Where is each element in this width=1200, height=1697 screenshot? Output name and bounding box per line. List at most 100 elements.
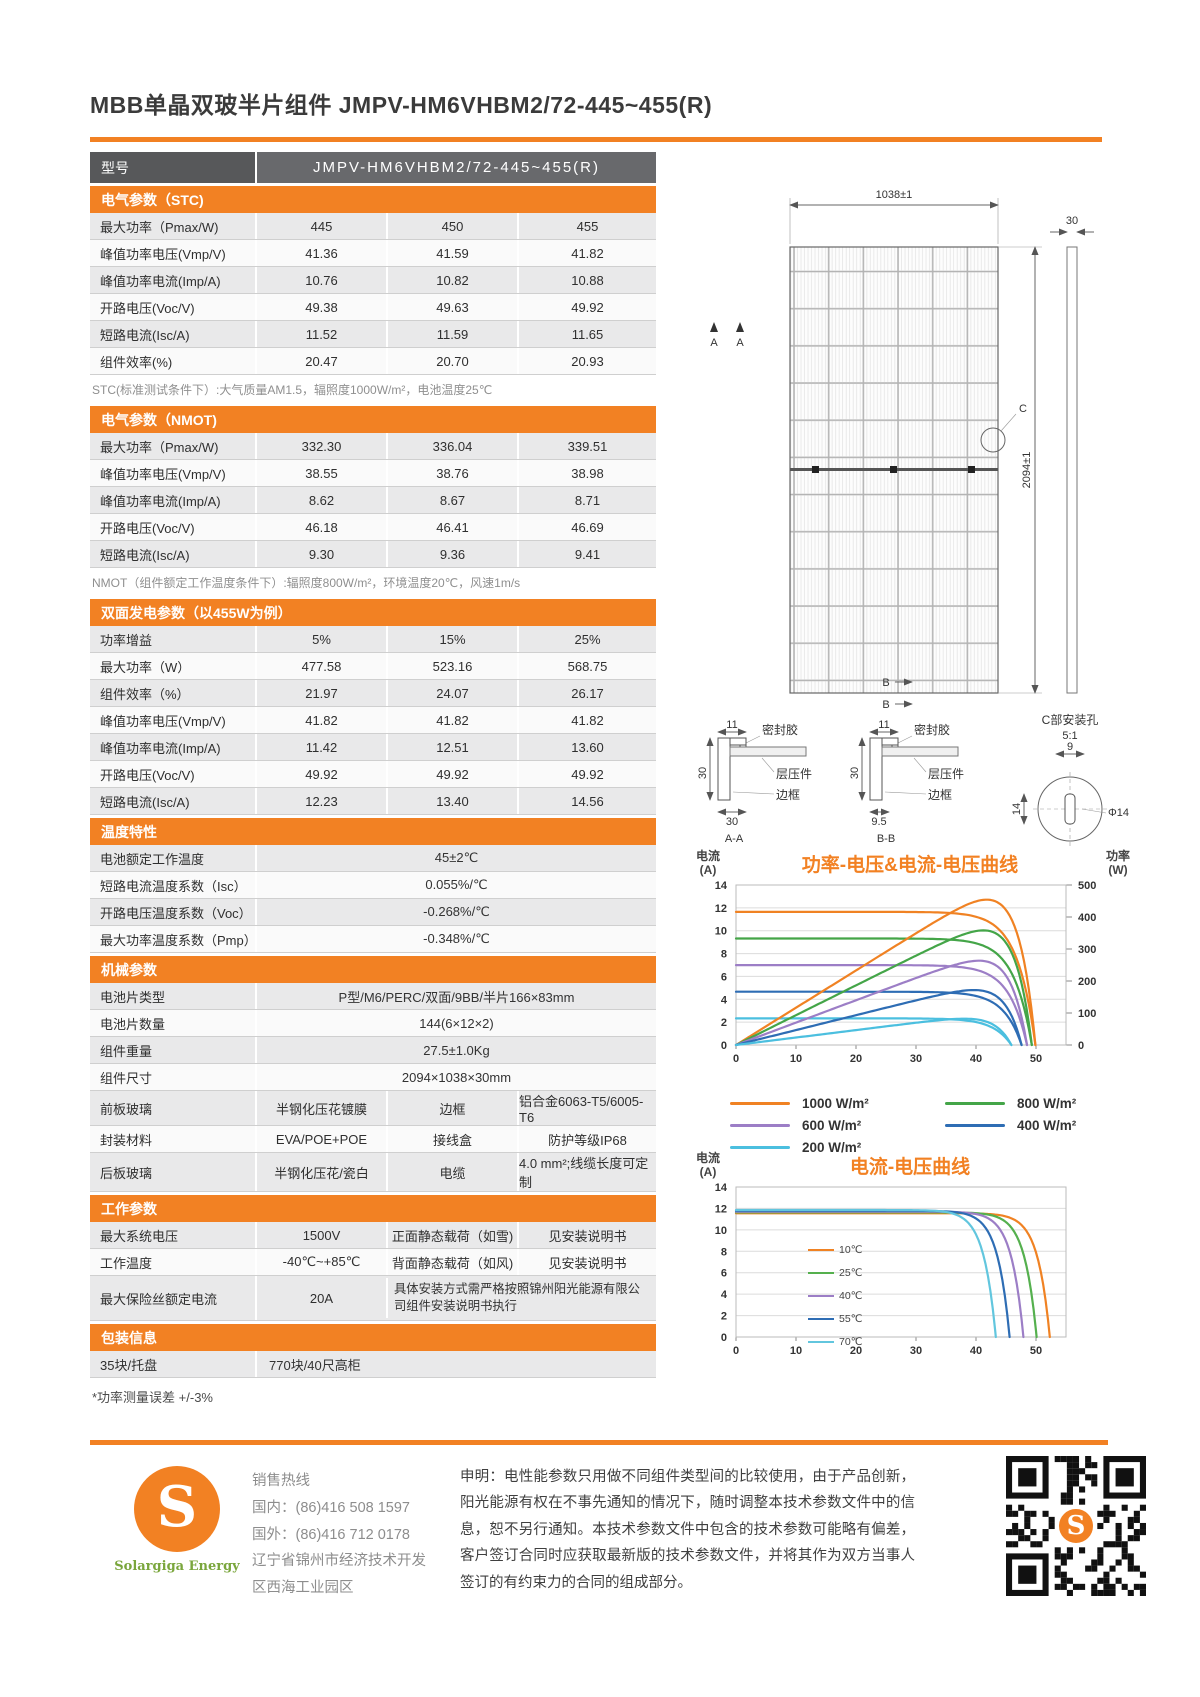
svg-text:边框: 边框 <box>928 788 952 802</box>
svg-text:14: 14 <box>715 1182 728 1194</box>
row-label: 电池片类型 <box>100 989 166 1005</box>
svg-text:0: 0 <box>721 1332 727 1344</box>
table-row: 开路电压(Voc/V) 49.92 49.92 49.92 <box>90 761 656 788</box>
row-value: 见安装说明书 <box>517 1222 656 1248</box>
section-header: 工作参数 <box>90 1195 656 1222</box>
table-row: 短路电流(Isc/A) 12.23 13.40 14.56 <box>90 788 656 815</box>
table-row: 峰值功率电压(Vmp/V) 41.82 41.82 41.82 <box>90 707 656 734</box>
row-value: 336.04 <box>386 433 517 459</box>
row-value: 10.88 <box>517 267 656 293</box>
row-value: 10.76 <box>255 267 386 293</box>
svg-text:30: 30 <box>910 1053 922 1065</box>
row-value: 41.36 <box>255 240 386 266</box>
chart1-legend: 1000 W/m² 800 W/m² 600 W/m² 400 W/m² 200 W/m… <box>730 1096 1130 1155</box>
footer-rule <box>90 1440 1108 1445</box>
page-title: MBB单晶双玻半片组件 JMPV-HM6VHBM2/72-445~455(R) <box>90 92 713 118</box>
row-value: 11.59 <box>386 321 517 347</box>
row-value: 450 <box>386 213 517 239</box>
row-value: 38.76 <box>386 460 517 486</box>
row-label: 短路电流(Isc/A) <box>100 547 190 563</box>
iv-temperature-chart: 电流 (A) 电流-电压曲线 0 2 4 6 8 10 12 14 0 10 20 30 40 50 10℃… <box>690 1151 1130 1380</box>
section-b-b: 11 密封胶 30 层压件 边框 9.5 B-B <box>849 719 964 845</box>
section-header: 电气参数（STC) <box>90 186 656 213</box>
row-label: 最大功率（Pmax/W) <box>100 219 219 235</box>
svg-text:50: 50 <box>1030 1053 1042 1065</box>
panel-diagram: 1038±1 2094±1 30 A A C B B <box>697 189 1129 846</box>
table-row: 开路电压(Voc/V) 46.18 46.41 46.69 <box>90 514 656 541</box>
table-row: 工作温度 -40℃~+85℃ 背面静态载荷（如风) 见安装说明书 <box>90 1249 656 1276</box>
row-value: 26.17 <box>517 680 656 706</box>
table-row: 35块/托盘 770块/40尺高柜 <box>90 1351 656 1378</box>
callout-c: C <box>1019 403 1027 415</box>
svg-text:2: 2 <box>721 1311 727 1323</box>
row-value: 49.92 <box>517 294 656 320</box>
row-value: 144(6×12×2) <box>255 1010 656 1036</box>
row-value: -0.268%/℃ <box>255 899 656 925</box>
pv-iv-chart: 电流 (A) 功率-电压&电流-电压曲线 功率 (W) 0 2 4 6 8 10 12 14 0 10… <box>690 849 1130 1155</box>
table-row: 短路电流(Isc/A) 9.30 9.36 9.41 <box>90 541 656 568</box>
row-value: 24.07 <box>386 680 517 706</box>
row-value: 49.38 <box>255 294 386 320</box>
row-value: EVA/POE+POE <box>255 1126 386 1152</box>
mounting-hole-detail: C部安装孔 5:1 9 14 Φ14 <box>1011 712 1129 846</box>
section-mark-b: B <box>882 677 889 689</box>
row-label: 背面静态载荷（如风) <box>386 1249 517 1275</box>
table-row: 峰值功率电压(Vmp/V) 41.36 41.59 41.82 <box>90 240 656 267</box>
section-note: STC(标准测试条件下）:大气质量AM1.5，辐照度1000W/m²，电池温度2… <box>92 383 493 397</box>
legend-item: 10℃ <box>808 1244 862 1256</box>
svg-text:20: 20 <box>850 1053 862 1065</box>
row-label: 开路电压(Voc/V) <box>100 767 195 783</box>
hotline-domestic: 国内：(86)416 508 1597 <box>252 1499 410 1516</box>
row-label: 最大功率（W） <box>100 659 191 675</box>
chart2-title: 电流-电压曲线 <box>849 1157 971 1178</box>
svg-text:层压件: 层压件 <box>776 767 812 781</box>
row-value: 9.30 <box>255 541 386 567</box>
table-row: 开路电压温度系数（Voc） -0.268%/℃ <box>90 899 656 926</box>
section-mark-a: A <box>736 337 744 349</box>
section-a-a: 11 密封胶 30 层压件 边框 30 A-A <box>697 719 812 845</box>
svg-text:40: 40 <box>970 1053 982 1065</box>
row-value: 11.42 <box>255 734 386 760</box>
qr-code: S <box>1006 1456 1146 1596</box>
row-value: -40℃~+85℃ <box>255 1249 386 1275</box>
chart1-title: 功率-电压&电流-电压曲线 <box>801 855 1019 876</box>
row-value: 445 <box>255 213 386 239</box>
table-row: 前板玻璃 半钢化压花镀膜 边框 铝合金6063-T5/6005-T6 <box>90 1091 656 1126</box>
row-label: 正面静态载荷（如雪) <box>386 1222 517 1248</box>
row-value: 41.82 <box>517 240 656 266</box>
table-row: 最大功率（W） 477.58 523.16 568.75 <box>90 653 656 680</box>
row-value: 半钢化压花镀膜 <box>255 1091 386 1125</box>
row-label: 短路电流温度系数（Isc） <box>100 878 247 894</box>
row-label: 组件效率（%） <box>100 686 190 702</box>
svg-text:0: 0 <box>733 1345 739 1357</box>
row-value: 41.82 <box>255 707 386 733</box>
row-value: 46.18 <box>255 514 386 540</box>
row-value: 523.16 <box>386 653 517 679</box>
row-value: 49.92 <box>255 761 386 787</box>
section-header: 双面发电参数（以455W为例） <box>90 599 656 626</box>
section-header: 包装信息 <box>90 1324 656 1351</box>
svg-text:9: 9 <box>1067 741 1073 753</box>
legend-item: 600 W/m² <box>730 1118 945 1133</box>
row-value: 27.5±1.0Kg <box>255 1037 656 1063</box>
svg-text:10: 10 <box>790 1345 802 1357</box>
svg-text:8: 8 <box>721 1246 727 1258</box>
svg-text:C部安装孔: C部安装孔 <box>1042 712 1099 727</box>
svg-text:6: 6 <box>721 971 727 983</box>
table-row: 最大保险丝额定电流 20A 具体安装方式需严格按照锦州阳光能源有限公司组件安装说明书… <box>90 1276 656 1321</box>
row-value: 13.60 <box>517 734 656 760</box>
svg-text:30: 30 <box>726 816 738 828</box>
svg-text:密封胶: 密封胶 <box>914 722 950 737</box>
svg-text:12: 12 <box>715 1203 727 1215</box>
row-label: 峰值功率电压(Vmp/V) <box>100 713 226 729</box>
qr-logo-icon: S <box>1056 1506 1096 1546</box>
row-value: 12.51 <box>386 734 517 760</box>
row-label: 封装材料 <box>100 1132 153 1148</box>
row-label: 峰值功率电流(Imp/A) <box>100 740 221 756</box>
hotline-title: 销售热线 <box>252 1473 310 1489</box>
row-value: 568.75 <box>517 653 656 679</box>
row-label: 最大功率温度系数（Pmp） <box>100 932 257 948</box>
row-value: 8.67 <box>386 487 517 513</box>
row-label: 最大功率（Pmax/W) <box>100 439 219 455</box>
row-value: 332.30 <box>255 433 386 459</box>
